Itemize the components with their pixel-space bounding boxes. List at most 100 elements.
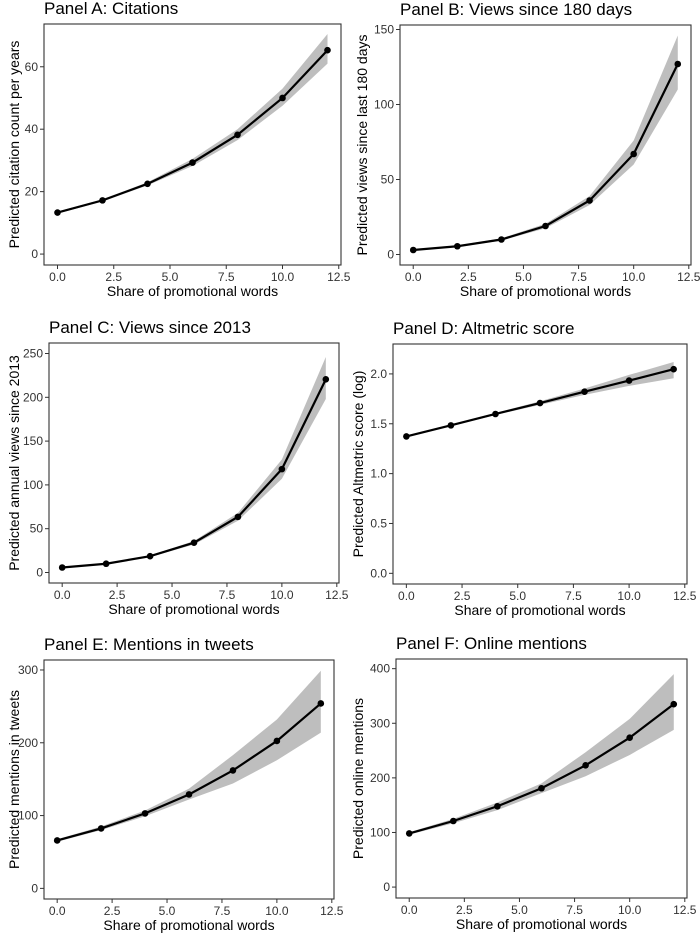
panel-c: Panel C: Views since 2013 0.0 2.5 5.0 7.5 10.… [6, 318, 349, 617]
y-tick-label: 0.0 [370, 566, 387, 580]
panel-a: Panel A: Citations 0.0 2.5 5.0 7.5 10.0 12.5 0 2… [6, 0, 351, 299]
data-point [670, 700, 678, 708]
y-axis-label: Predicted online mentions [350, 698, 366, 859]
data-point [99, 197, 106, 204]
panel-title: Panel C: Views since 2013 [49, 318, 251, 337]
x-axis-label: Share of promotional words [107, 283, 278, 299]
data-point [454, 242, 461, 250]
panel-b: Panel B: Views since 180 days 0.0 2.5 5.0 7.… [354, 0, 700, 299]
data-point [403, 433, 410, 440]
y-tick-label: 20 [25, 185, 39, 199]
x-tick-label: 2.5 [454, 589, 471, 603]
y-tick-label: 50 [381, 173, 395, 187]
data-point [102, 560, 110, 568]
x-tick-label: 2.5 [456, 903, 473, 917]
series-line [62, 378, 327, 569]
confidence-ribbon [409, 674, 674, 835]
y-tick-label: 250 [23, 347, 43, 361]
panel-d: Panel D: Altmetric score 0.0 2.5 5.0 7.5 10.0… [350, 319, 697, 618]
x-tick-label: 7.5 [566, 903, 583, 917]
x-tick-label: 0.0 [54, 588, 71, 602]
panel-title: Panel D: Altmetric score [393, 319, 574, 338]
confidence-ribbon [57, 33, 328, 214]
y-tick-label: 100 [374, 98, 394, 112]
x-tick-label: 0.0 [49, 270, 66, 284]
data-point [494, 802, 501, 810]
data-point [538, 784, 545, 792]
y-axis-label: Predicted citation count per years [6, 41, 22, 249]
x-tick-label: 12.5 [327, 270, 351, 284]
x-tick-label: 5.0 [162, 270, 179, 284]
x-tick-label: 5.0 [515, 270, 532, 284]
y-tick-label: 200 [370, 771, 390, 785]
y-tick-label: 60 [25, 60, 39, 74]
x-tick-label: 5.0 [164, 588, 181, 602]
data-point [625, 377, 633, 384]
x-tick-label: 7.5 [565, 589, 582, 603]
x-tick-label: 2.5 [104, 904, 121, 918]
x-tick-label: 2.5 [460, 270, 477, 284]
confidence-ribbon [57, 670, 321, 842]
data-point [141, 810, 149, 817]
panel-title: Panel B: Views since 180 days [400, 0, 632, 19]
plot-frame [48, 342, 340, 584]
plot-frame [43, 659, 335, 900]
y-tick-label: 0 [31, 247, 38, 261]
data-point [97, 825, 105, 832]
data-point [450, 817, 457, 825]
x-tick-label: 5.0 [511, 903, 528, 917]
data-point [498, 236, 505, 243]
x-tick-label: 10.0 [271, 270, 295, 284]
panel-title: Panel F: Online mentions [396, 634, 587, 653]
x-tick-label: 10.0 [622, 270, 646, 284]
data-point [447, 422, 455, 429]
y-tick-label: 300 [18, 663, 38, 677]
data-point [144, 180, 151, 188]
y-axis-label: Predicted views since last 180 days [354, 35, 370, 256]
plot-frame [399, 24, 692, 266]
y-tick-label: 0 [36, 565, 43, 579]
x-tick-label: 12.5 [677, 270, 700, 284]
data-point [409, 246, 417, 254]
x-tick-label: 7.5 [570, 270, 587, 284]
panel-f: Panel F: Online mentions 0.0 2.5 5.0 7.5 10.0… [350, 634, 697, 932]
data-point [670, 365, 677, 373]
data-point [146, 552, 154, 560]
x-tick-label: 0.0 [401, 903, 418, 917]
data-point [586, 197, 593, 204]
y-tick-label: 40 [25, 122, 39, 136]
x-axis-label: Share of promotional words [108, 601, 279, 617]
data-point [234, 513, 242, 521]
y-tick-label: 100 [370, 825, 390, 839]
data-point [674, 60, 682, 68]
data-point [58, 564, 66, 571]
data-point [542, 222, 549, 230]
y-tick-label: 300 [370, 716, 390, 730]
x-axis-label: Share of promotional words [103, 917, 274, 933]
data-point [229, 767, 237, 774]
series-line [57, 49, 329, 214]
y-tick-label: 0 [387, 248, 394, 262]
plot-frame [395, 658, 688, 899]
data-point [189, 159, 196, 166]
y-tick-label: 150 [374, 23, 394, 37]
plot-frame [43, 23, 342, 266]
x-tick-label: 7.5 [214, 904, 231, 918]
data-point [492, 410, 499, 418]
x-axis-label: Share of promotional words [454, 602, 625, 618]
data-point [322, 376, 330, 383]
y-tick-label: 100 [23, 478, 43, 492]
x-tick-label: 0.0 [398, 589, 415, 603]
y-tick-label: 0.5 [370, 516, 387, 530]
panel-e: Panel E: Mentions in tweets 0.0 2.5 5.0 7.5 1… [6, 635, 344, 933]
x-tick-label: 5.0 [159, 904, 176, 918]
y-tick-label: 0 [383, 880, 390, 894]
data-point [185, 791, 193, 798]
y-axis-label: Predicted annual views since 2013 [6, 355, 22, 571]
x-tick-label: 0.0 [405, 270, 422, 284]
data-point [278, 465, 286, 473]
y-tick-label: 1.0 [370, 467, 387, 481]
x-axis-label: Share of promotional words [460, 283, 631, 299]
data-point [53, 837, 61, 844]
